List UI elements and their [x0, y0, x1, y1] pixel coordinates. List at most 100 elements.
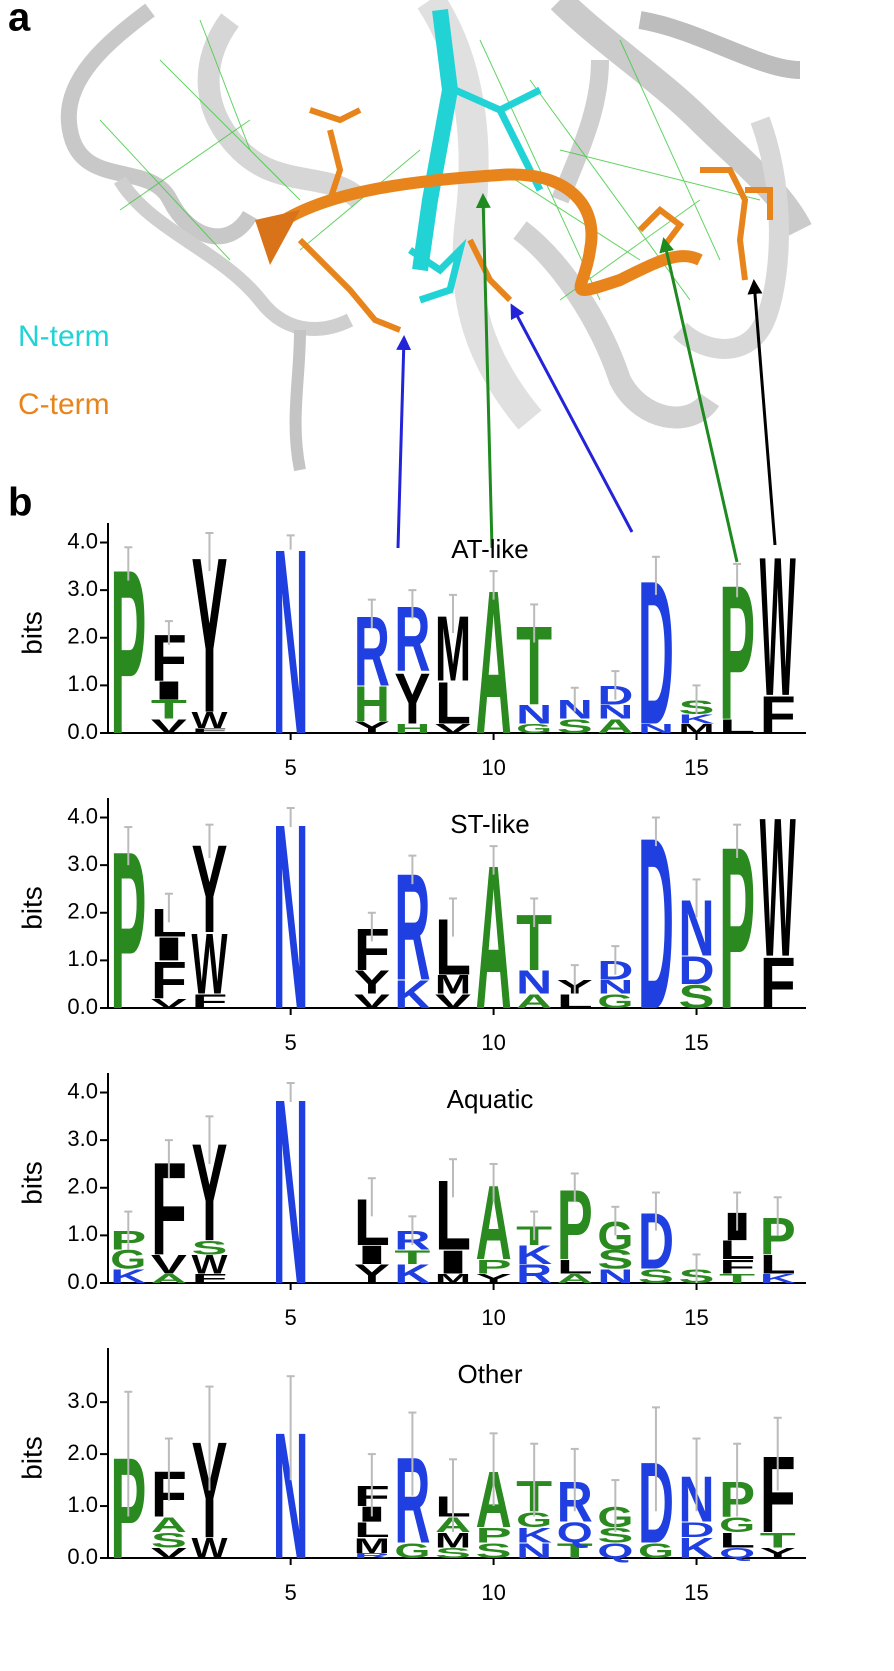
logo-letter: T: [394, 1247, 430, 1269]
logo-letter: N: [516, 700, 552, 730]
x-tick-label: 5: [285, 1580, 297, 1605]
logo-letter: L: [557, 1256, 593, 1278]
x-tick-label: 15: [684, 755, 708, 780]
logo-letter: L: [719, 1235, 755, 1265]
logo-letter: T: [760, 1528, 796, 1552]
logo-letter: N: [516, 965, 552, 1002]
logo-letter: G: [719, 1513, 755, 1537]
logo-letter: M: [354, 1534, 390, 1558]
x-tick-label: 10: [481, 1305, 505, 1330]
logo-letter: Q: [597, 1539, 633, 1563]
logo-letter: Y: [476, 1271, 512, 1286]
logo-letter: G: [638, 1539, 674, 1563]
logo-letter: Y: [394, 659, 430, 740]
y-axis-label: bits: [16, 1161, 47, 1205]
logo-letter: N: [638, 721, 674, 736]
logo-letter: S: [435, 1545, 471, 1561]
y-tick-label: 3.0: [67, 851, 98, 876]
y-tick-label: 4.0: [67, 528, 98, 553]
logo-letter: A: [597, 716, 633, 738]
y-axis-label: bits: [16, 1436, 47, 1480]
y-tick-label: 2.0: [67, 899, 98, 924]
logo-letter: F: [760, 943, 796, 1024]
logo-letter: G: [516, 721, 552, 736]
y-tick-label: 0.0: [67, 1544, 98, 1569]
logo-letter: L: [354, 1518, 390, 1542]
logo-letter: T: [719, 1271, 755, 1286]
logo-letter: M: [679, 721, 715, 736]
logo-letter: Y: [354, 1259, 390, 1289]
logo-letter: F: [760, 686, 796, 745]
logo-letter: F: [191, 991, 227, 1013]
y-tick-label: 1.0: [67, 1221, 98, 1246]
logo-letter: M: [435, 1528, 471, 1552]
y-tick-label: 0.0: [67, 994, 98, 1019]
logo-letter: D: [679, 1518, 715, 1542]
y-tick-label: 2.0: [67, 1174, 98, 1199]
legend-label: N-term: [18, 320, 110, 353]
chart-title: AT-like: [451, 534, 529, 564]
logo-letter: Y: [354, 965, 390, 1002]
logo-letter: S: [557, 716, 593, 738]
logo-letter: Y: [354, 718, 390, 737]
logo-letter: G: [394, 1539, 430, 1563]
x-tick-label: 15: [684, 1580, 708, 1605]
logo-letter: K: [760, 1271, 796, 1286]
y-tick-label: 1.0: [67, 671, 98, 696]
logo-letter: N: [597, 1266, 633, 1288]
legend-label: C-term: [18, 388, 110, 421]
logo-letter: Q: [719, 1545, 755, 1561]
y-tick-label: 2.0: [67, 1440, 98, 1465]
chart-title: ST-like: [450, 809, 529, 839]
logo-letter: V: [151, 716, 187, 738]
logo-letter: T: [151, 695, 187, 725]
logo-letter: K: [394, 972, 430, 1017]
logo-letter: S: [476, 1539, 512, 1563]
logo-letter: H: [354, 676, 390, 732]
logo-letter: N: [597, 701, 633, 723]
logo-letter: V: [354, 991, 390, 1013]
y-tick-label: 4.0: [67, 803, 98, 828]
logo-letter: F: [191, 1271, 227, 1286]
y-tick-label: 1.0: [67, 1492, 98, 1517]
x-tick-label: 5: [285, 1305, 297, 1330]
logo-letter: Y: [760, 1545, 796, 1561]
logo-letter: S: [191, 1237, 227, 1259]
logo-letter: L: [719, 716, 755, 738]
logo-letter: F: [719, 1256, 755, 1278]
logo-letter: M: [435, 970, 471, 1000]
logo-letter: P: [476, 1523, 512, 1547]
logo-letter: Q: [557, 1516, 593, 1549]
logo-letter: I: [151, 931, 187, 968]
logo-letter: P: [476, 1256, 512, 1278]
logo-letter: L: [435, 670, 471, 736]
logo-letter: L: [760, 1250, 796, 1280]
logo-letter: K: [679, 1532, 715, 1565]
logo-letter: W: [760, 516, 796, 738]
logo-letter: W: [191, 917, 227, 1013]
logo-letter: M: [435, 1271, 471, 1286]
logo-letter: K: [110, 1266, 146, 1288]
x-tick-label: 15: [684, 1030, 708, 1055]
logo-letter: D: [679, 948, 715, 993]
logo-letter: S: [597, 1245, 633, 1275]
logo-letter: G: [597, 991, 633, 1013]
logo-letter: I: [151, 676, 187, 706]
logo-letter: K: [516, 1240, 553, 1270]
chart-title: Aquatic: [447, 1084, 534, 1114]
x-tick-label: 5: [285, 1030, 297, 1055]
logo-letter: H: [394, 721, 430, 736]
x-tick-label: 5: [285, 755, 297, 780]
logo-letter: I: [435, 1244, 471, 1281]
logo-letter: K: [679, 711, 715, 726]
logo-letter: S: [679, 979, 715, 1016]
logo-letter: I: [354, 1240, 390, 1270]
logo-letter: T: [557, 1539, 593, 1563]
logo-letter: V: [435, 991, 471, 1013]
logo-letter: K: [394, 1259, 431, 1289]
logo-letter: A: [516, 991, 552, 1013]
y-tick-label: 3.0: [67, 1388, 98, 1413]
logo-letter: G: [110, 1245, 146, 1275]
